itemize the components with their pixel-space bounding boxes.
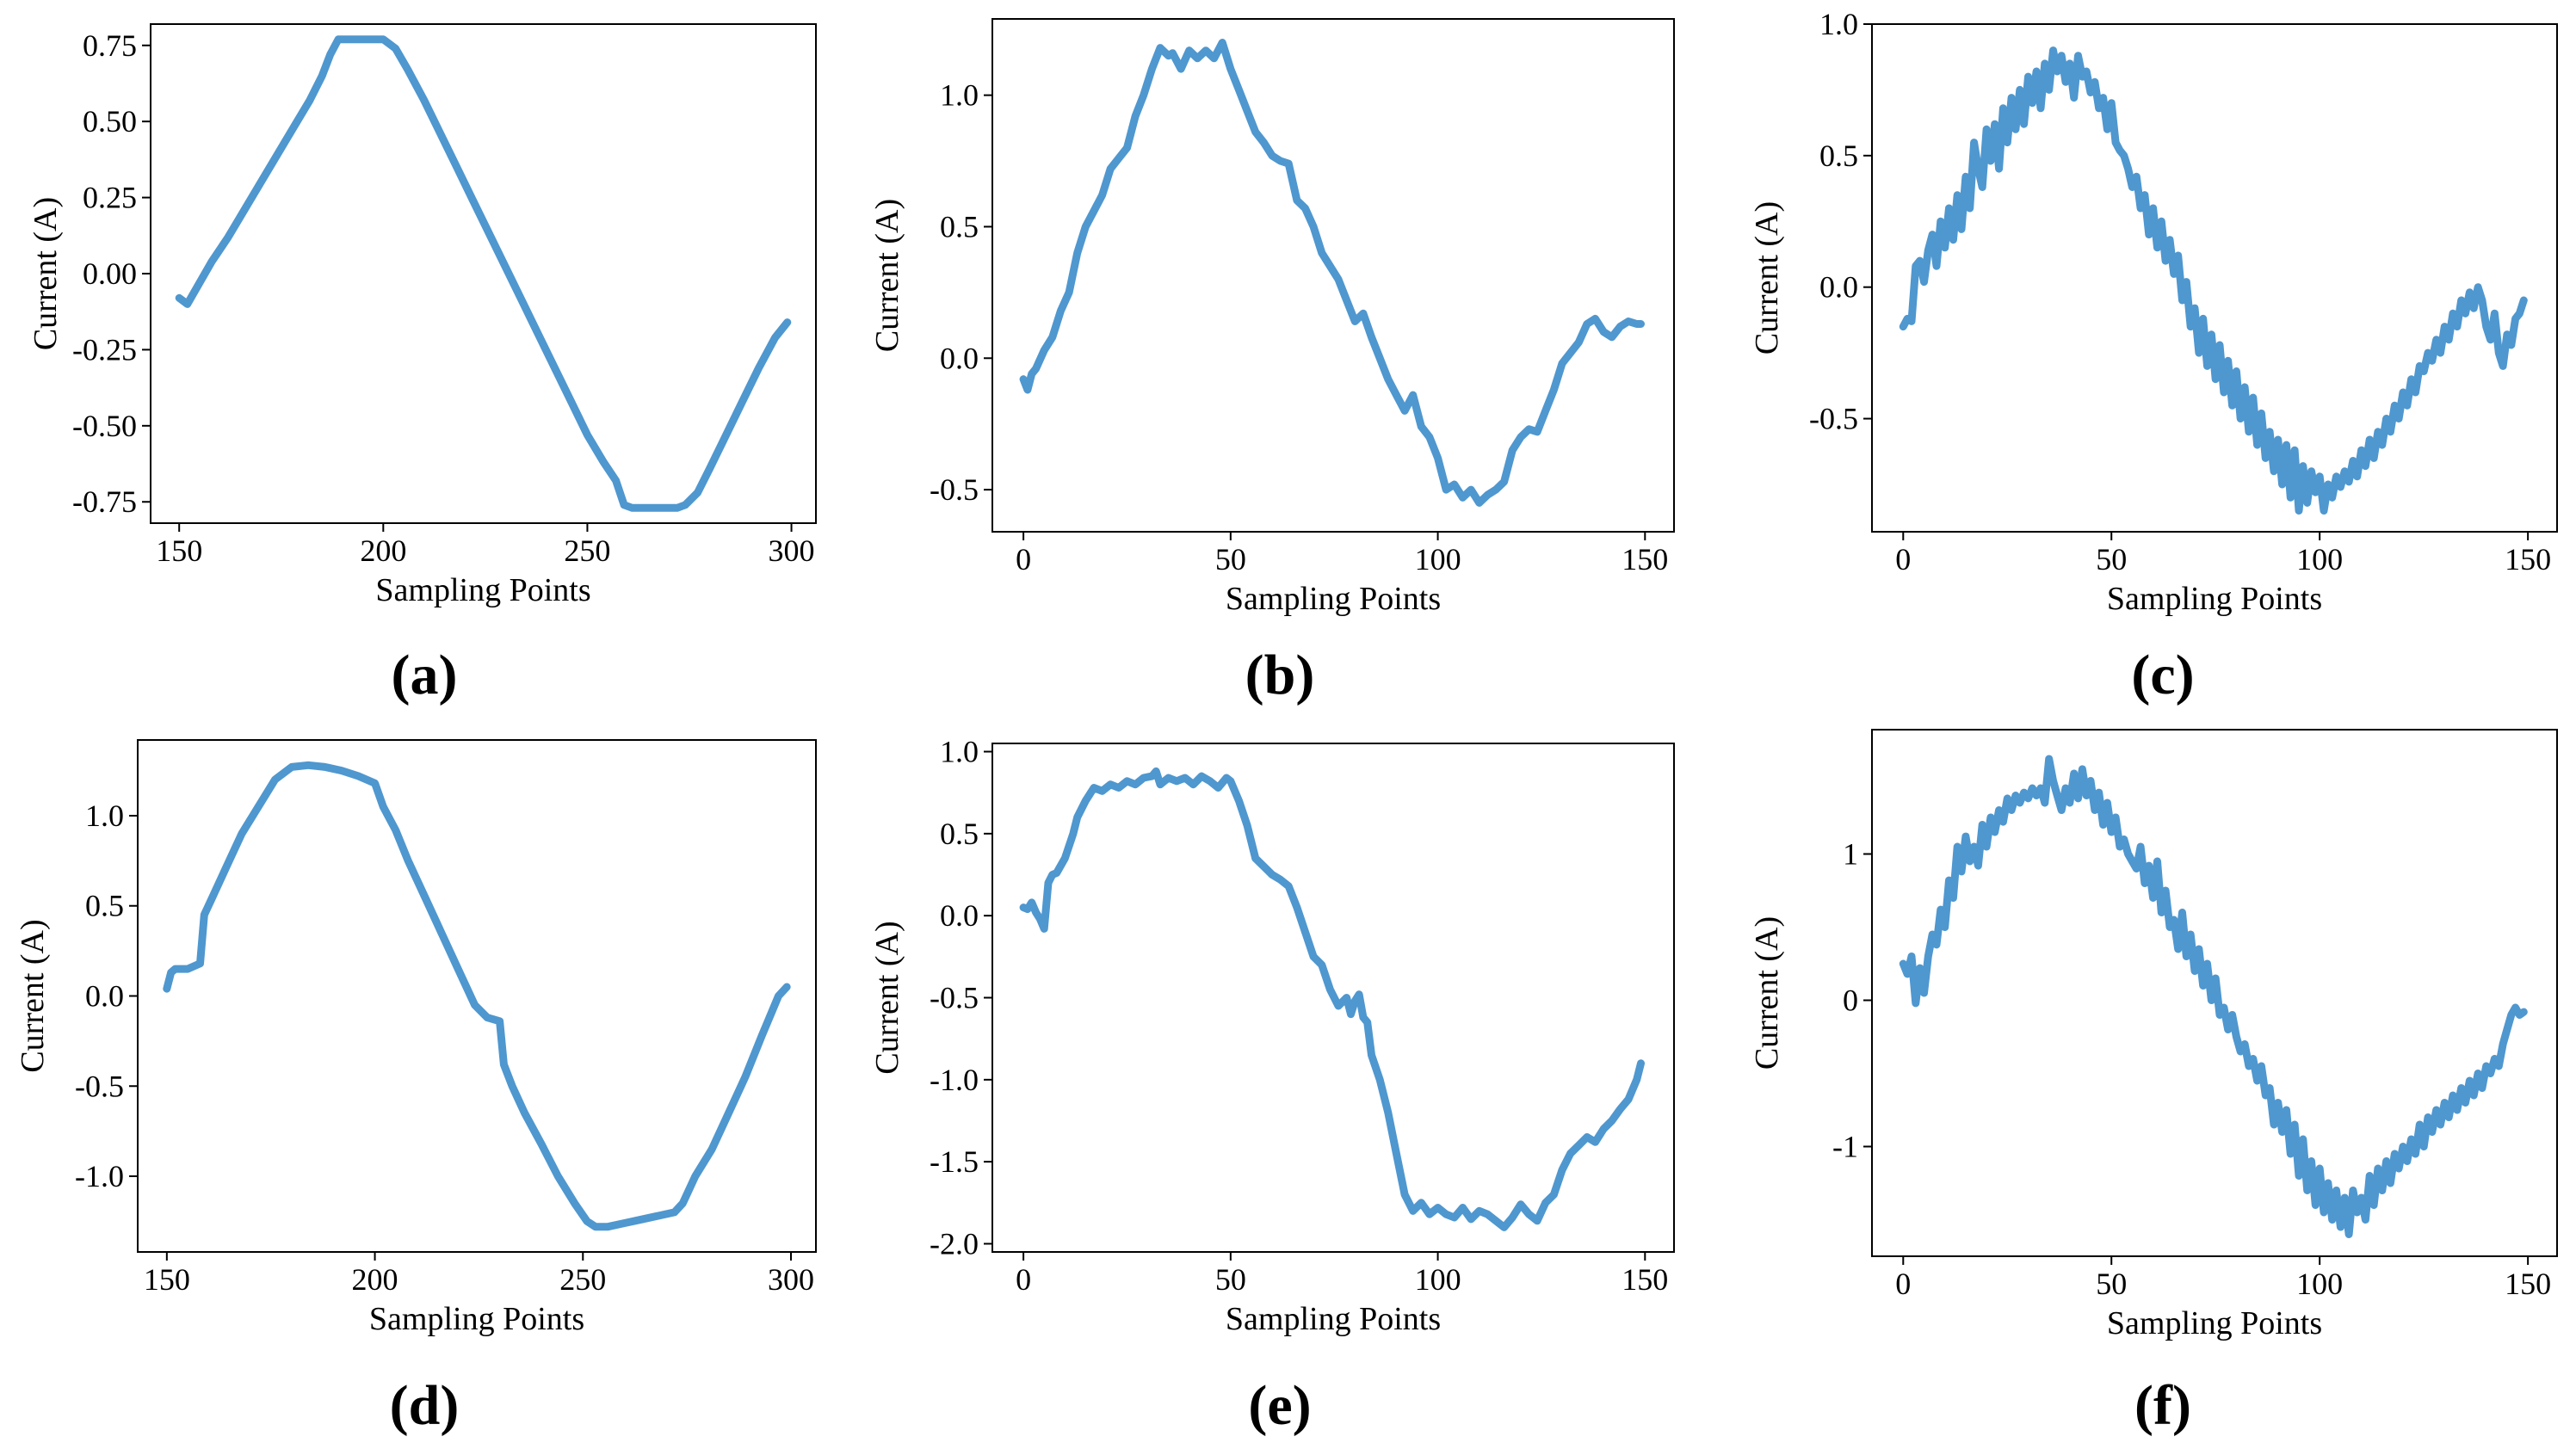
panel-label: (d) xyxy=(390,1374,460,1437)
x-tick-label: 200 xyxy=(360,533,406,568)
panel-label: (f) xyxy=(2134,1374,2191,1437)
x-axis-label: Sampling Points xyxy=(2107,1305,2322,1341)
series-line-current xyxy=(1019,39,1645,507)
y-axis-label: Current (A) xyxy=(1749,201,1785,355)
chart-panel-4: 150 200 250 300 1.0 0.5 0.0 -0.5 -1.0 Sampling Po… xyxy=(15,739,817,1437)
x-tick-label: 300 xyxy=(768,1262,814,1297)
y-tick-label: 0.5 xyxy=(940,209,979,244)
series-line-current xyxy=(163,761,791,1231)
x-tick-label: 150 xyxy=(1622,1262,1668,1297)
y-tick-label: 0.0 xyxy=(940,341,979,375)
y-tick-label: 0.75 xyxy=(83,28,137,63)
y-tick-label: 1.0 xyxy=(85,798,124,833)
x-tick-label: 0 xyxy=(1895,1267,1911,1301)
y-tick-label: -1.0 xyxy=(930,1063,979,1097)
x-tick-label: 100 xyxy=(1415,1262,1461,1297)
panel-label: (a) xyxy=(392,644,458,706)
y-tick-label: -1.0 xyxy=(75,1159,124,1193)
chart-panel-3: 0 50 100 150 1.0 0.5 0.0 -0.5 Sampling Points Cur… xyxy=(1749,7,2558,706)
x-tick-label: 150 xyxy=(156,533,202,568)
panel-label: (c) xyxy=(2131,644,2194,706)
chart-panel-1: 150 200 250 300 0.75 0.50 0.25 0.00 -0.25 -0.50 -0… xyxy=(28,23,817,706)
x-tick-label: 150 xyxy=(2505,542,2551,577)
x-tick-label: 0 xyxy=(1895,542,1911,577)
plot-frame xyxy=(137,739,817,1253)
chart-panel-2: 0 50 100 150 1.0 0.5 0.0 -0.5 Sampling Points Cur… xyxy=(869,18,1675,706)
x-tick-label: 200 xyxy=(352,1262,398,1297)
y-axis-label: Current (A) xyxy=(869,921,905,1074)
x-axis-label: Sampling Points xyxy=(369,1301,584,1337)
y-tick-label: -0.5 xyxy=(75,1069,124,1103)
y-axis-label: Current (A) xyxy=(15,919,51,1072)
series-line-current xyxy=(1899,755,2528,1238)
y-tick-label: 0.0 xyxy=(940,898,979,933)
x-tick-label: 150 xyxy=(144,1262,190,1297)
series-line-current xyxy=(1019,767,1645,1231)
y-tick-label: 0.5 xyxy=(85,889,124,923)
x-axis-label: Sampling Points xyxy=(1226,1301,1441,1337)
x-tick-label: 50 xyxy=(1215,1262,1246,1297)
x-tick-label: 250 xyxy=(559,1262,606,1297)
y-tick-label: 0.00 xyxy=(83,256,137,291)
x-tick-label: 150 xyxy=(1622,542,1668,577)
y-tick-label: -0.5 xyxy=(1809,402,1858,436)
y-tick-label: -0.5 xyxy=(930,981,979,1015)
x-tick-label: 100 xyxy=(1415,542,1461,577)
chart-panel-6: 0 50 100 150 1 0 -1 Sampling Points Current (A) (… xyxy=(1749,729,2558,1437)
y-tick-label: -0.5 xyxy=(930,472,979,507)
panel-label: (b) xyxy=(1245,644,1315,706)
y-tick-label: 0.50 xyxy=(83,104,137,139)
x-axis-label: Sampling Points xyxy=(1226,581,1441,617)
series-line-current xyxy=(1899,46,2528,515)
x-tick-label: 100 xyxy=(2296,1267,2343,1301)
x-axis-label: Sampling Points xyxy=(375,572,590,608)
y-tick-label: 0.5 xyxy=(940,817,979,851)
y-tick-label: 0.0 xyxy=(85,979,124,1014)
y-tick-label: 1 xyxy=(1843,837,1858,872)
y-axis-label: Current (A) xyxy=(869,199,905,352)
plot-frame xyxy=(991,18,1675,533)
x-tick-label: 300 xyxy=(769,533,815,568)
x-tick-label: 50 xyxy=(1215,542,1246,577)
chart-panel-5: 0 50 100 150 1.0 0.5 0.0 -0.5 -1.0 -1.5 -2.0 Sampli… xyxy=(869,735,1675,1437)
y-tick-label: 0 xyxy=(1843,983,1858,1018)
x-tick-label: 0 xyxy=(1016,1262,1031,1297)
y-tick-label: -1.5 xyxy=(930,1144,979,1179)
y-tick-label: 1.0 xyxy=(940,735,979,769)
y-tick-label: -0.50 xyxy=(72,409,137,443)
y-tick-label: 1.0 xyxy=(940,78,979,113)
y-tick-label: -0.75 xyxy=(72,484,137,519)
x-tick-label: 100 xyxy=(2296,542,2343,577)
x-tick-label: 50 xyxy=(2096,542,2127,577)
y-tick-label: 0.5 xyxy=(1819,139,1858,173)
y-tick-label: -0.25 xyxy=(72,332,137,367)
series-line-current xyxy=(175,35,792,512)
y-tick-label: -2.0 xyxy=(930,1226,979,1261)
panel-label: (e) xyxy=(1248,1374,1311,1437)
y-tick-label: -1 xyxy=(1832,1130,1858,1164)
x-tick-label: 150 xyxy=(2505,1267,2551,1301)
y-tick-label: 0.25 xyxy=(83,181,137,215)
y-axis-label: Current (A) xyxy=(28,197,64,350)
y-tick-label: 0.0 xyxy=(1819,270,1858,305)
plot-frame xyxy=(1871,729,2558,1257)
y-tick-label: 1.0 xyxy=(1819,7,1858,41)
y-axis-label: Current (A) xyxy=(1749,916,1785,1070)
x-tick-label: 250 xyxy=(564,533,610,568)
x-tick-label: 50 xyxy=(2096,1267,2127,1301)
plot-frame xyxy=(1871,23,2558,533)
x-axis-label: Sampling Points xyxy=(2107,581,2322,617)
x-tick-label: 0 xyxy=(1016,542,1031,577)
